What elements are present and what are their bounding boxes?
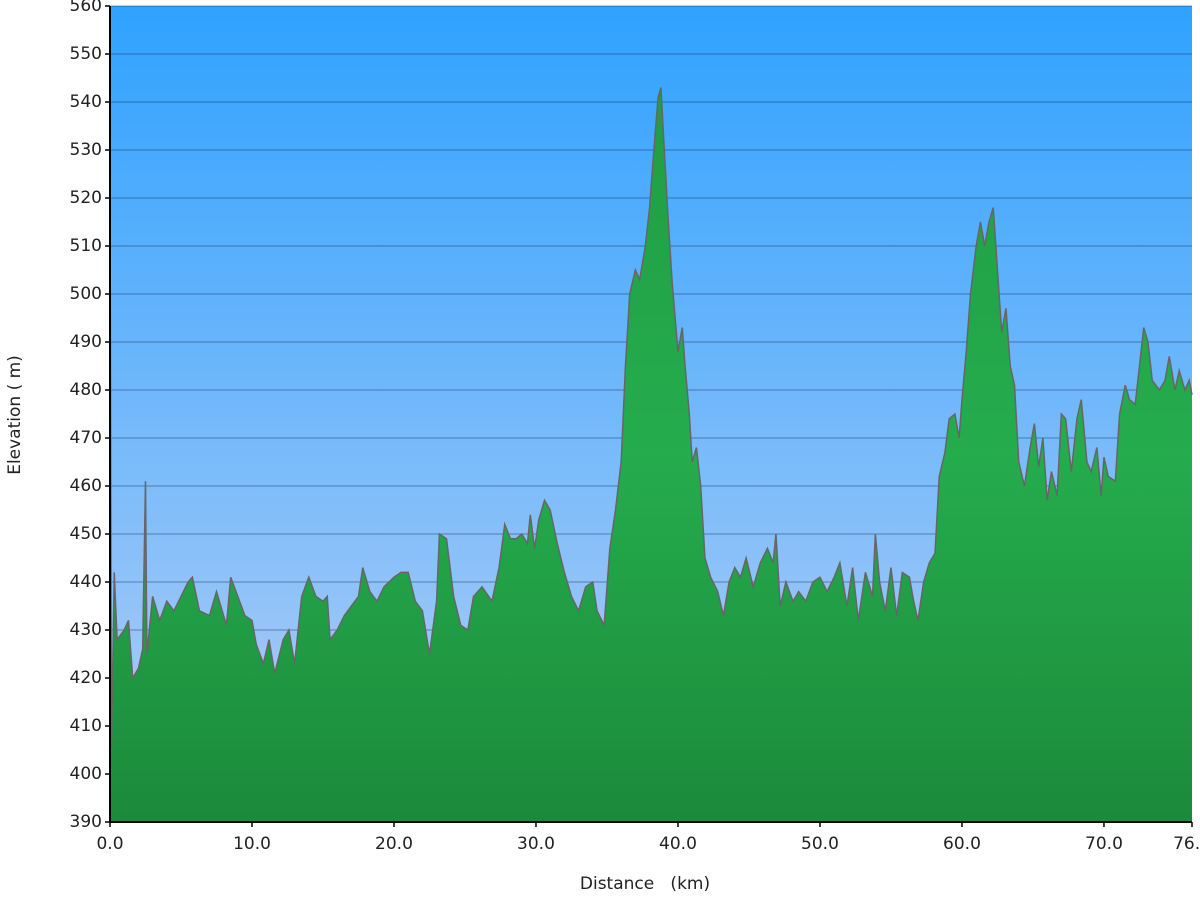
x-tick-label: 20.0 — [375, 834, 413, 854]
x-tick-label: 10.0 — [233, 834, 271, 854]
x-tick-label: 40.0 — [659, 834, 697, 854]
y-tick-label: 430 — [70, 620, 102, 640]
y-tick-label: 420 — [70, 668, 102, 688]
y-tick-label: 520 — [70, 188, 102, 208]
x-tick-label: 70.0 — [1085, 834, 1123, 854]
x-tick-label: 0.0 — [96, 834, 123, 854]
y-tick-label: 470 — [70, 428, 102, 448]
y-tick-label: 440 — [70, 572, 102, 592]
x-tick-label: 30.0 — [517, 834, 555, 854]
x-axis-title: Distance (km) — [580, 874, 710, 894]
y-tick-label: 410 — [70, 716, 102, 736]
y-tick-label: 540 — [70, 92, 102, 112]
area-shade — [110, 87, 1192, 823]
y-tick-label: 450 — [70, 524, 102, 544]
y-tick-label: 560 — [70, 0, 102, 16]
elevation-line — [109, 87, 1193, 751]
y-axis-title: Elevation ( m) — [5, 355, 25, 475]
y-tick-label: 390 — [70, 812, 102, 832]
x-tick-label: 76.2 — [1173, 834, 1200, 854]
y-tick-label: 490 — [70, 332, 102, 352]
y-tick-label: 510 — [70, 236, 102, 256]
y-tick-label: 550 — [70, 44, 102, 64]
y-tick-label: 400 — [70, 764, 102, 784]
y-tick-label: 460 — [70, 476, 102, 496]
y-tick-label: 500 — [70, 284, 102, 304]
x-tick-label: 50.0 — [801, 834, 839, 854]
y-tick-label: 530 — [70, 140, 102, 160]
y-tick-label: 480 — [70, 380, 102, 400]
x-tick-label: 60.0 — [943, 834, 981, 854]
